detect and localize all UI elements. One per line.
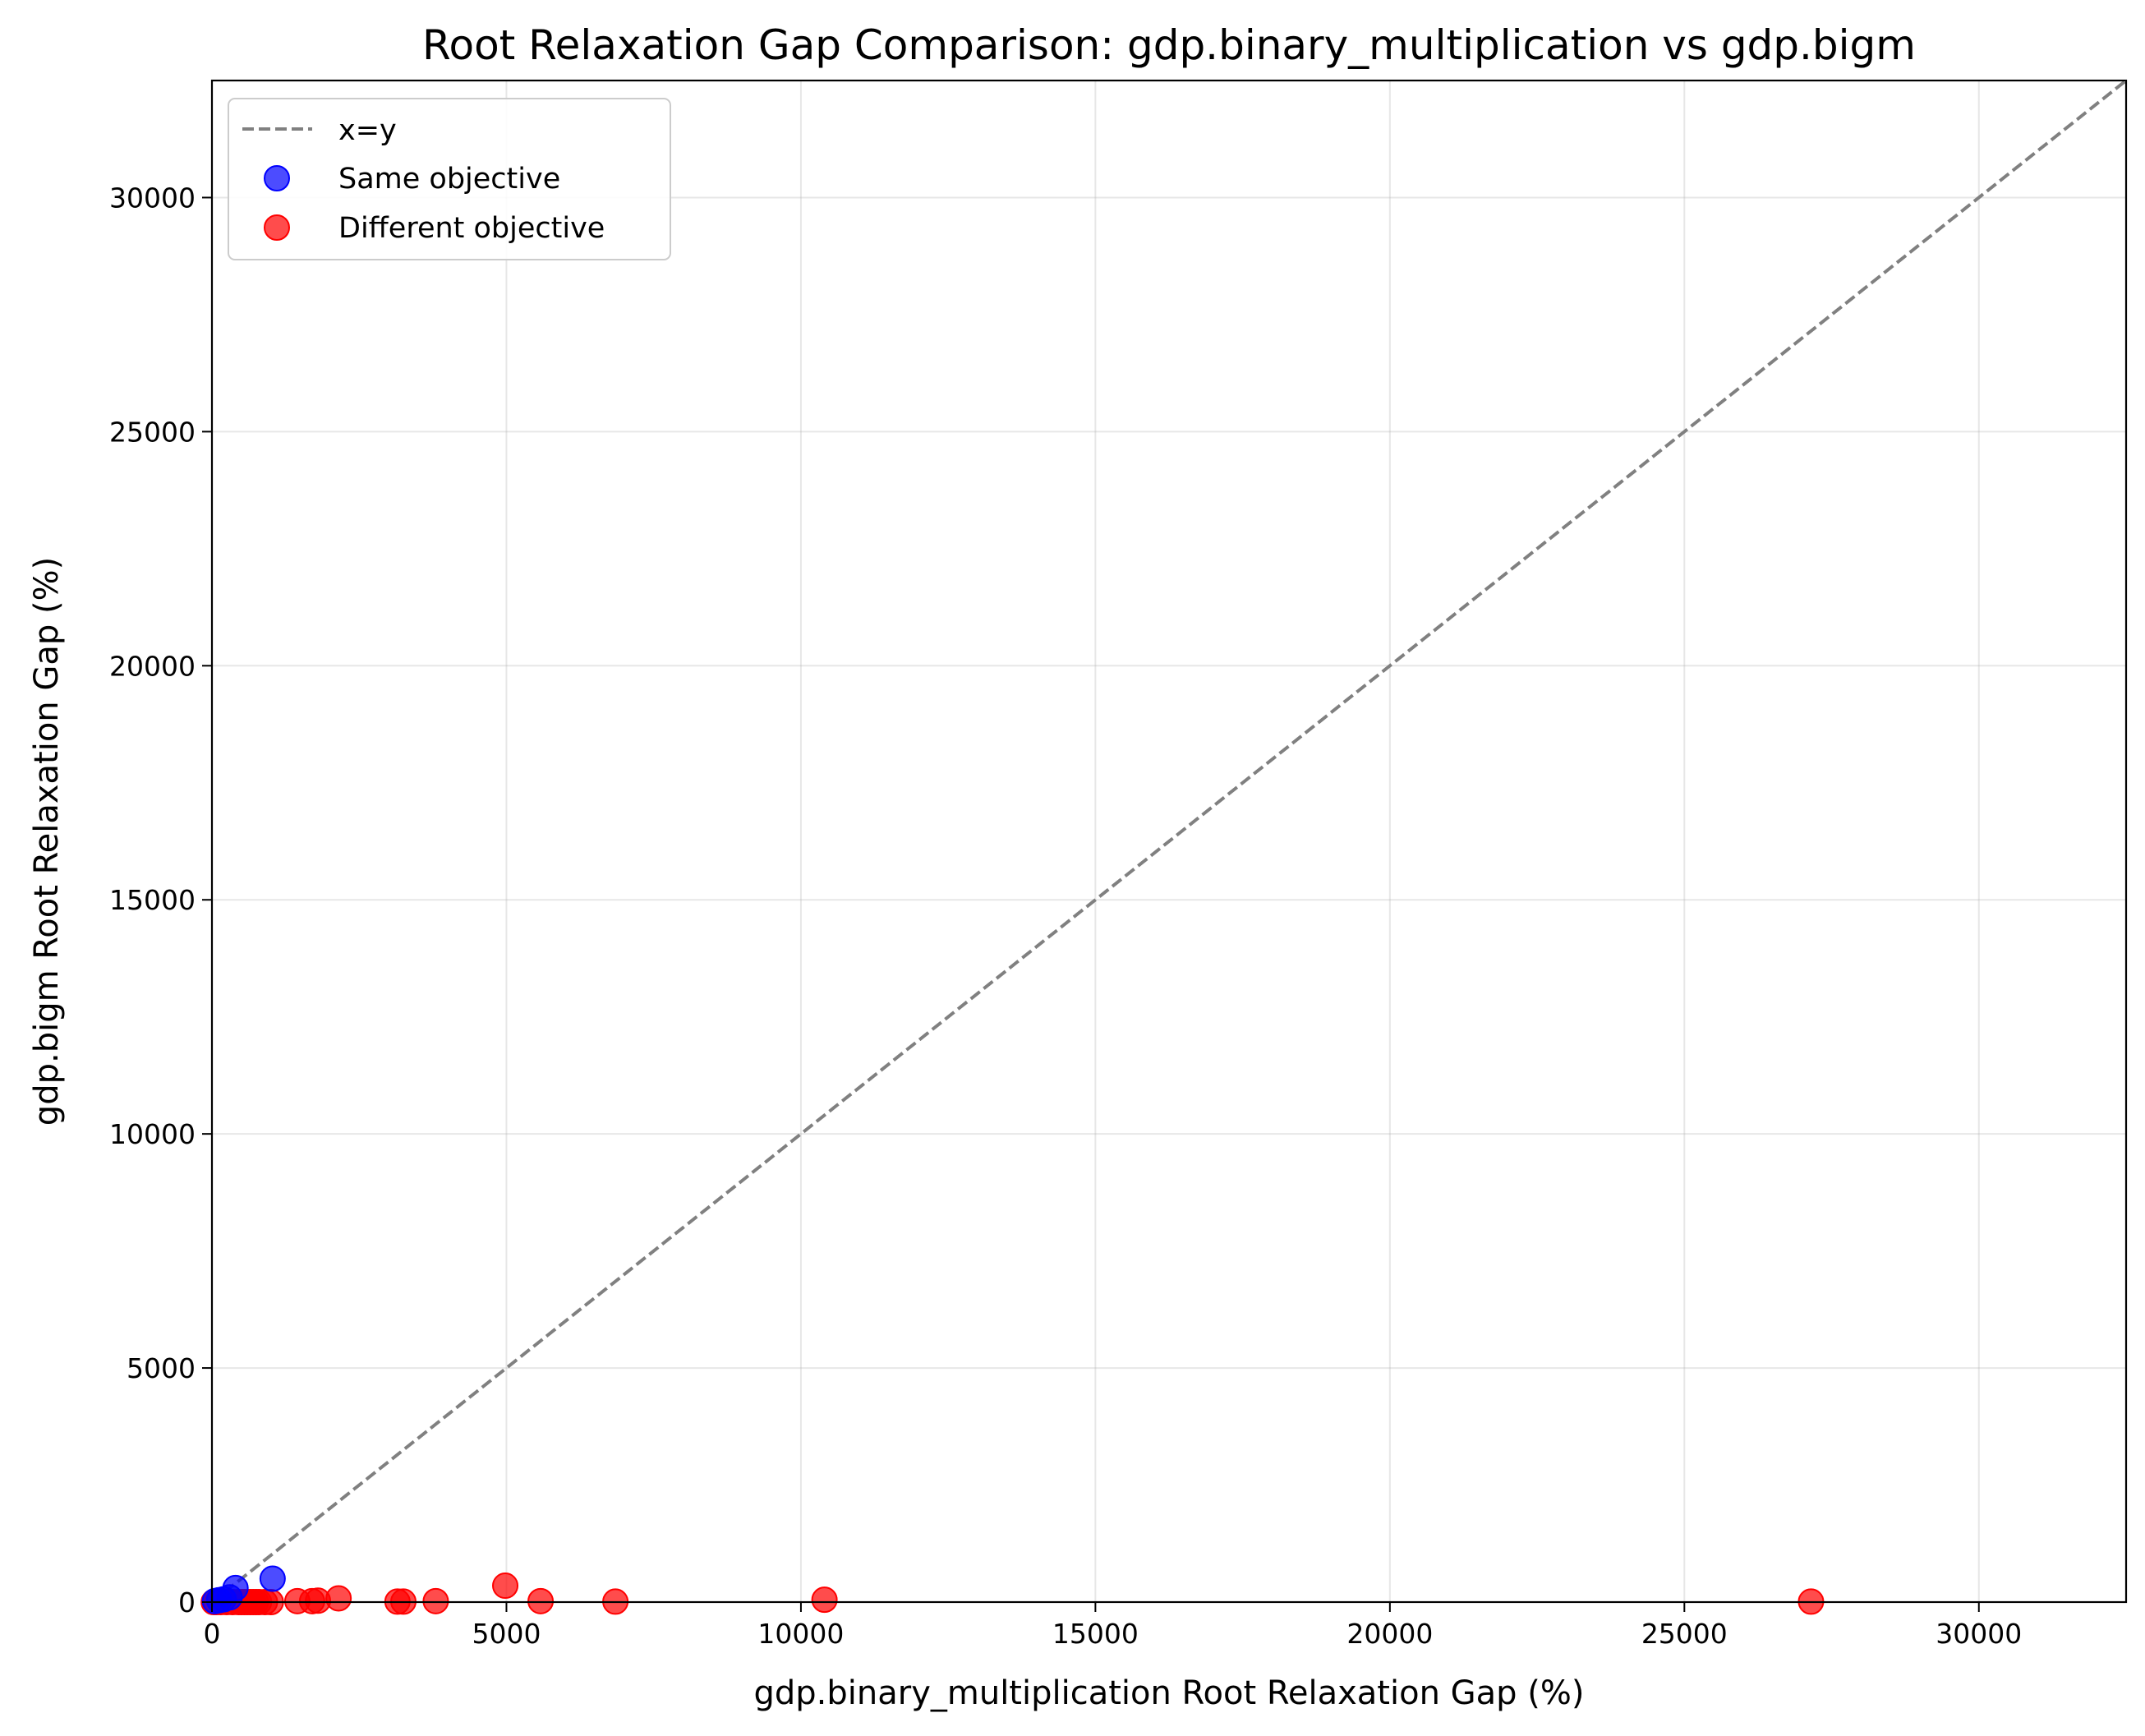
y-tick-label: 5000 — [127, 1352, 196, 1384]
x-tick-label: 30000 — [1936, 1618, 2022, 1650]
x-tick-label: 0 — [204, 1618, 221, 1650]
point-different-objective — [492, 1573, 519, 1600]
x-tick-label: 10000 — [757, 1618, 844, 1650]
point-different-objective — [422, 1587, 449, 1614]
point-same-objective — [222, 1574, 249, 1601]
point-same-objective — [259, 1565, 286, 1592]
point-different-objective — [811, 1586, 838, 1614]
x-tick-label: 5000 — [472, 1618, 541, 1650]
chart-title: Root Relaxation Gap Comparison: gdp.bina… — [422, 21, 1916, 69]
x-tick-label: 15000 — [1052, 1618, 1139, 1650]
y-axis-label: gdp.bigm Root Relaxation Gap (%) — [28, 557, 66, 1126]
legend-marker-same-objective — [264, 165, 290, 191]
y-tick-label: 10000 — [109, 1118, 196, 1150]
point-different-objective — [527, 1587, 555, 1614]
y-tick-label: 30000 — [109, 182, 196, 214]
point-different-objective — [325, 1585, 352, 1612]
legend-label-different-objective: Different objective — [338, 212, 605, 245]
y-tick-label: 20000 — [109, 650, 196, 682]
x-tick-label: 20000 — [1346, 1618, 1433, 1650]
legend-label-xy: x=y — [338, 114, 397, 147]
x-tick-label: 25000 — [1641, 1618, 1728, 1650]
y-tick-label: 15000 — [109, 884, 196, 916]
legend-marker-different-objective — [264, 214, 290, 241]
legend-label-same-objective: Same objective — [338, 163, 560, 196]
xy-reference-line — [210, 79, 2128, 1604]
x-axis-label: gdp.binary_multiplication Root Relaxatio… — [754, 1674, 1585, 1712]
plot-frame — [210, 79, 2128, 1604]
y-tick-label: 0 — [178, 1586, 196, 1619]
y-tick-label: 25000 — [109, 416, 196, 448]
legend-box — [228, 98, 671, 260]
reference-line-layer — [210, 79, 2128, 1604]
axis-ticks: 0 5000 10000 15000 20000 25000 30000 0 5000 10000… — [109, 182, 2022, 1650]
legend: x=y Same objective Different objective — [228, 98, 671, 260]
